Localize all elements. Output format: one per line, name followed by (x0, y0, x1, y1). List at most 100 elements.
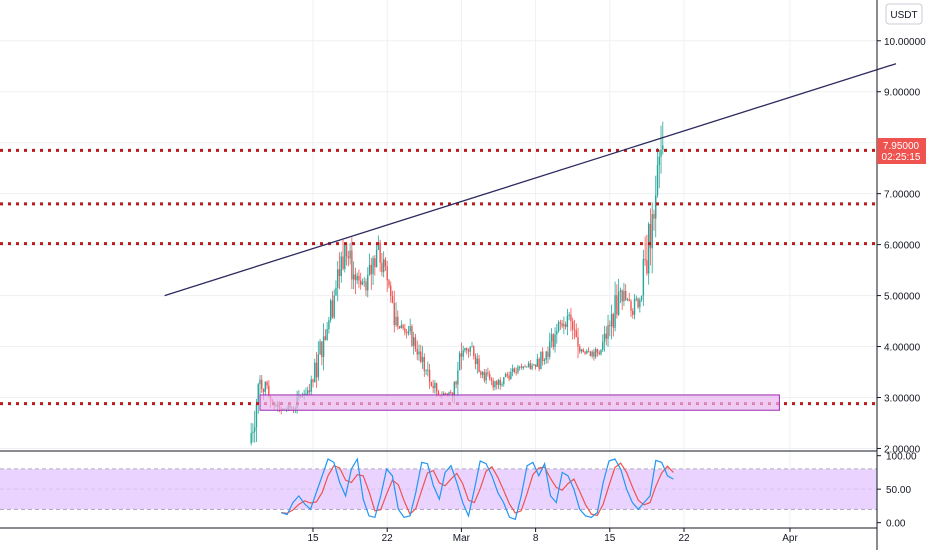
candle-body (591, 351, 593, 357)
candle-body (527, 363, 530, 367)
candle-body (398, 326, 401, 329)
candle-body (568, 314, 570, 316)
candle-body (541, 351, 544, 361)
candle-body (466, 347, 468, 351)
candle-body (513, 368, 516, 373)
candle-body (404, 328, 406, 333)
candle-body (529, 363, 531, 369)
candle-body (254, 427, 256, 432)
candle-body (625, 291, 627, 300)
candle-body (390, 285, 392, 297)
candle-body (358, 275, 360, 281)
candle-body (647, 223, 650, 274)
candle-body (480, 371, 482, 375)
price-tick-label: 3.00000 (884, 393, 921, 404)
candle-body (349, 250, 351, 259)
candle-body (430, 382, 433, 386)
candle-body (467, 350, 470, 352)
candle-body (405, 332, 408, 334)
candle-body (531, 365, 533, 369)
candle-body (315, 362, 318, 378)
candle-body (375, 249, 378, 268)
candle-body (656, 165, 659, 196)
candle-body (397, 316, 399, 327)
candle-body (347, 256, 350, 259)
candle-body (374, 258, 376, 268)
candle-body (487, 372, 489, 375)
candle-body (660, 149, 662, 157)
candle-body (483, 372, 486, 381)
candle-body (469, 346, 471, 352)
candle-body (307, 390, 309, 394)
candle-body (360, 280, 362, 285)
candle-body (379, 242, 381, 263)
candle-body (414, 337, 417, 349)
candle-body (342, 256, 344, 269)
candle-body (329, 300, 332, 321)
candle-body (391, 296, 394, 303)
candle-body (434, 383, 436, 389)
candle-body (580, 349, 583, 352)
stochastic-k-line (281, 457, 674, 521)
candle-body (522, 366, 524, 368)
candle-body (382, 259, 385, 273)
price-tick-label: 10.00000 (884, 37, 926, 48)
candle-body (540, 351, 542, 370)
candle-body (338, 269, 341, 277)
candle-body (497, 379, 500, 385)
candle-body (566, 315, 569, 327)
candle-body (322, 336, 325, 358)
candle-body (264, 382, 266, 392)
price-badge-value: 7.95000 (883, 141, 920, 152)
support-zone[interactable] (259, 394, 780, 411)
trend-line[interactable] (164, 63, 897, 297)
horizontal-levels[interactable] (0, 148, 877, 406)
stochastic-tick-label: 50.00 (886, 485, 911, 496)
candle-body (368, 264, 371, 275)
time-tick-label: 22 (678, 533, 690, 544)
candle-body (321, 341, 323, 358)
candle-body (257, 384, 259, 405)
candle-body (579, 346, 581, 352)
candle-body (549, 341, 551, 357)
candle-body (370, 264, 372, 275)
candle-body (365, 281, 367, 291)
candle-body (453, 381, 456, 397)
candle-body (609, 325, 611, 327)
candle-body (345, 244, 348, 257)
candle-body (584, 351, 586, 354)
candle-body (510, 371, 512, 380)
candle-body (494, 381, 496, 388)
candle-body (474, 356, 477, 365)
candle-body (511, 368, 514, 372)
candle-body (547, 351, 549, 357)
candle-body (435, 383, 438, 392)
candle-body (607, 325, 609, 339)
candle-body (603, 333, 606, 342)
candle-body (554, 334, 556, 348)
candle-body (526, 366, 528, 368)
candle-body (644, 259, 646, 261)
candle-body (550, 334, 553, 342)
candle-body (421, 357, 424, 362)
candle-body (504, 374, 507, 378)
candle-body (388, 280, 390, 286)
candle-body (619, 290, 622, 292)
candle-body (524, 366, 526, 368)
currency-button[interactable]: USDT (885, 3, 923, 25)
price-tick-label: 5.00000 (884, 292, 921, 303)
candle-body (409, 326, 411, 332)
candle-body (416, 348, 418, 355)
candle-body (556, 331, 558, 335)
candle-body (662, 145, 664, 150)
candle-body (450, 392, 452, 394)
candle-body (400, 325, 403, 329)
candle-body (333, 295, 335, 318)
candle-body (314, 362, 316, 383)
time-tick-label: 22 (382, 533, 394, 544)
candle-body (444, 393, 447, 395)
candle-body (577, 337, 579, 347)
candle-body (658, 156, 660, 166)
